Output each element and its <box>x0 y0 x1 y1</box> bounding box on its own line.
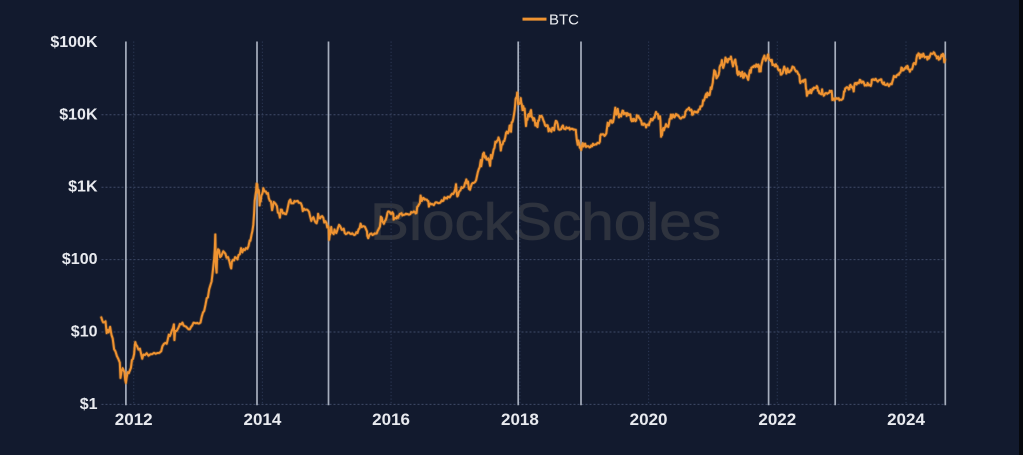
svg-text:2024: 2024 <box>887 410 925 429</box>
svg-text:$1K: $1K <box>68 179 98 196</box>
svg-text:2020: 2020 <box>630 410 668 429</box>
svg-text:2014: 2014 <box>243 410 281 429</box>
svg-text:$10: $10 <box>71 324 98 341</box>
svg-text:2016: 2016 <box>372 410 410 429</box>
svg-text:2022: 2022 <box>758 410 796 429</box>
svg-text:$1: $1 <box>80 396 98 413</box>
svg-text:2018: 2018 <box>501 410 539 429</box>
svg-text:2012: 2012 <box>115 410 153 429</box>
svg-text:$100K: $100K <box>50 34 98 51</box>
svg-text:$10K: $10K <box>59 106 98 123</box>
svg-text:BTC: BTC <box>549 12 579 29</box>
svg-text:$100: $100 <box>62 251 98 268</box>
